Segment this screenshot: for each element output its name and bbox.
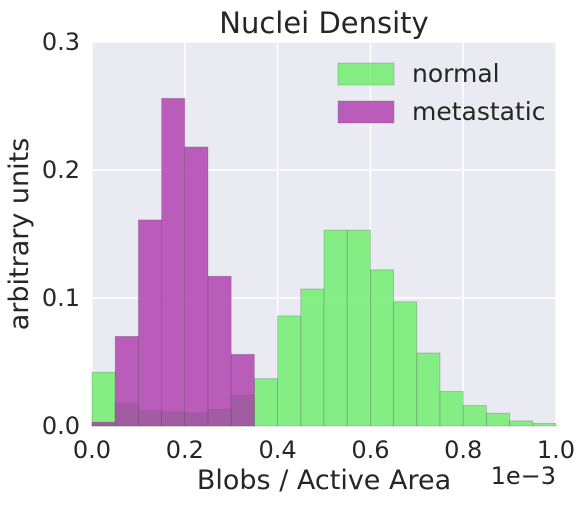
bar-normal-13 xyxy=(393,301,418,427)
y-axis-ticks: 0.0 0.1 0.2 0.3 xyxy=(42,28,80,440)
x-tick-label: 0.0 xyxy=(73,436,111,464)
bar-metastatic-4 xyxy=(184,146,209,427)
x-tick-label: 1.0 xyxy=(537,436,575,464)
x-axis-ticks: 0.0 0.2 0.4 0.6 0.8 1.0 xyxy=(73,436,575,464)
x-tick-label: 0.8 xyxy=(444,436,482,464)
x-tick-label: 0.4 xyxy=(259,436,297,464)
bar-metastatic-0 xyxy=(91,421,116,427)
y-tick-label: 0.1 xyxy=(42,284,80,312)
bar-normal-19 xyxy=(532,423,557,427)
bar-metastatic-6 xyxy=(230,353,255,427)
x-tick-label: 0.2 xyxy=(166,436,204,464)
y-axis-label: arbitrary units xyxy=(4,138,35,331)
bar-normal-7 xyxy=(253,378,278,427)
bar-normal-11 xyxy=(346,229,371,427)
bar-normal-10 xyxy=(323,229,348,427)
x-axis-offset-text: 1e−3 xyxy=(491,462,556,490)
bar-metastatic-1 xyxy=(114,335,139,427)
bar-normal-14 xyxy=(416,352,441,427)
chart-title: Nuclei Density xyxy=(219,6,428,40)
bar-metastatic-3 xyxy=(161,97,186,427)
bar-normal-17 xyxy=(485,412,510,427)
x-axis-label: Blobs / Active Area xyxy=(197,465,451,496)
legend: normal metastatic xyxy=(337,59,546,126)
y-tick-label: 0.3 xyxy=(42,28,80,56)
x-tick-label: 0.6 xyxy=(351,436,389,464)
bar-normal-15 xyxy=(439,391,464,427)
bar-metastatic-5 xyxy=(207,275,232,427)
bar-normal-16 xyxy=(462,405,487,427)
bar-normal-8 xyxy=(277,315,302,427)
y-tick-label: 0.0 xyxy=(42,412,80,440)
bar-normal-12 xyxy=(369,269,394,427)
bar-normal-18 xyxy=(509,420,534,427)
legend-label-metastatic: metastatic xyxy=(412,97,546,126)
legend-swatch-normal xyxy=(337,62,395,86)
bar-normal-9 xyxy=(300,288,325,427)
y-tick-label: 0.2 xyxy=(42,156,80,184)
legend-swatch-metastatic xyxy=(337,100,395,124)
bar-metastatic-2 xyxy=(137,219,162,427)
legend-label-normal: normal xyxy=(412,59,500,88)
bar-normal-0 xyxy=(91,371,116,427)
series-metastatic xyxy=(91,97,255,427)
